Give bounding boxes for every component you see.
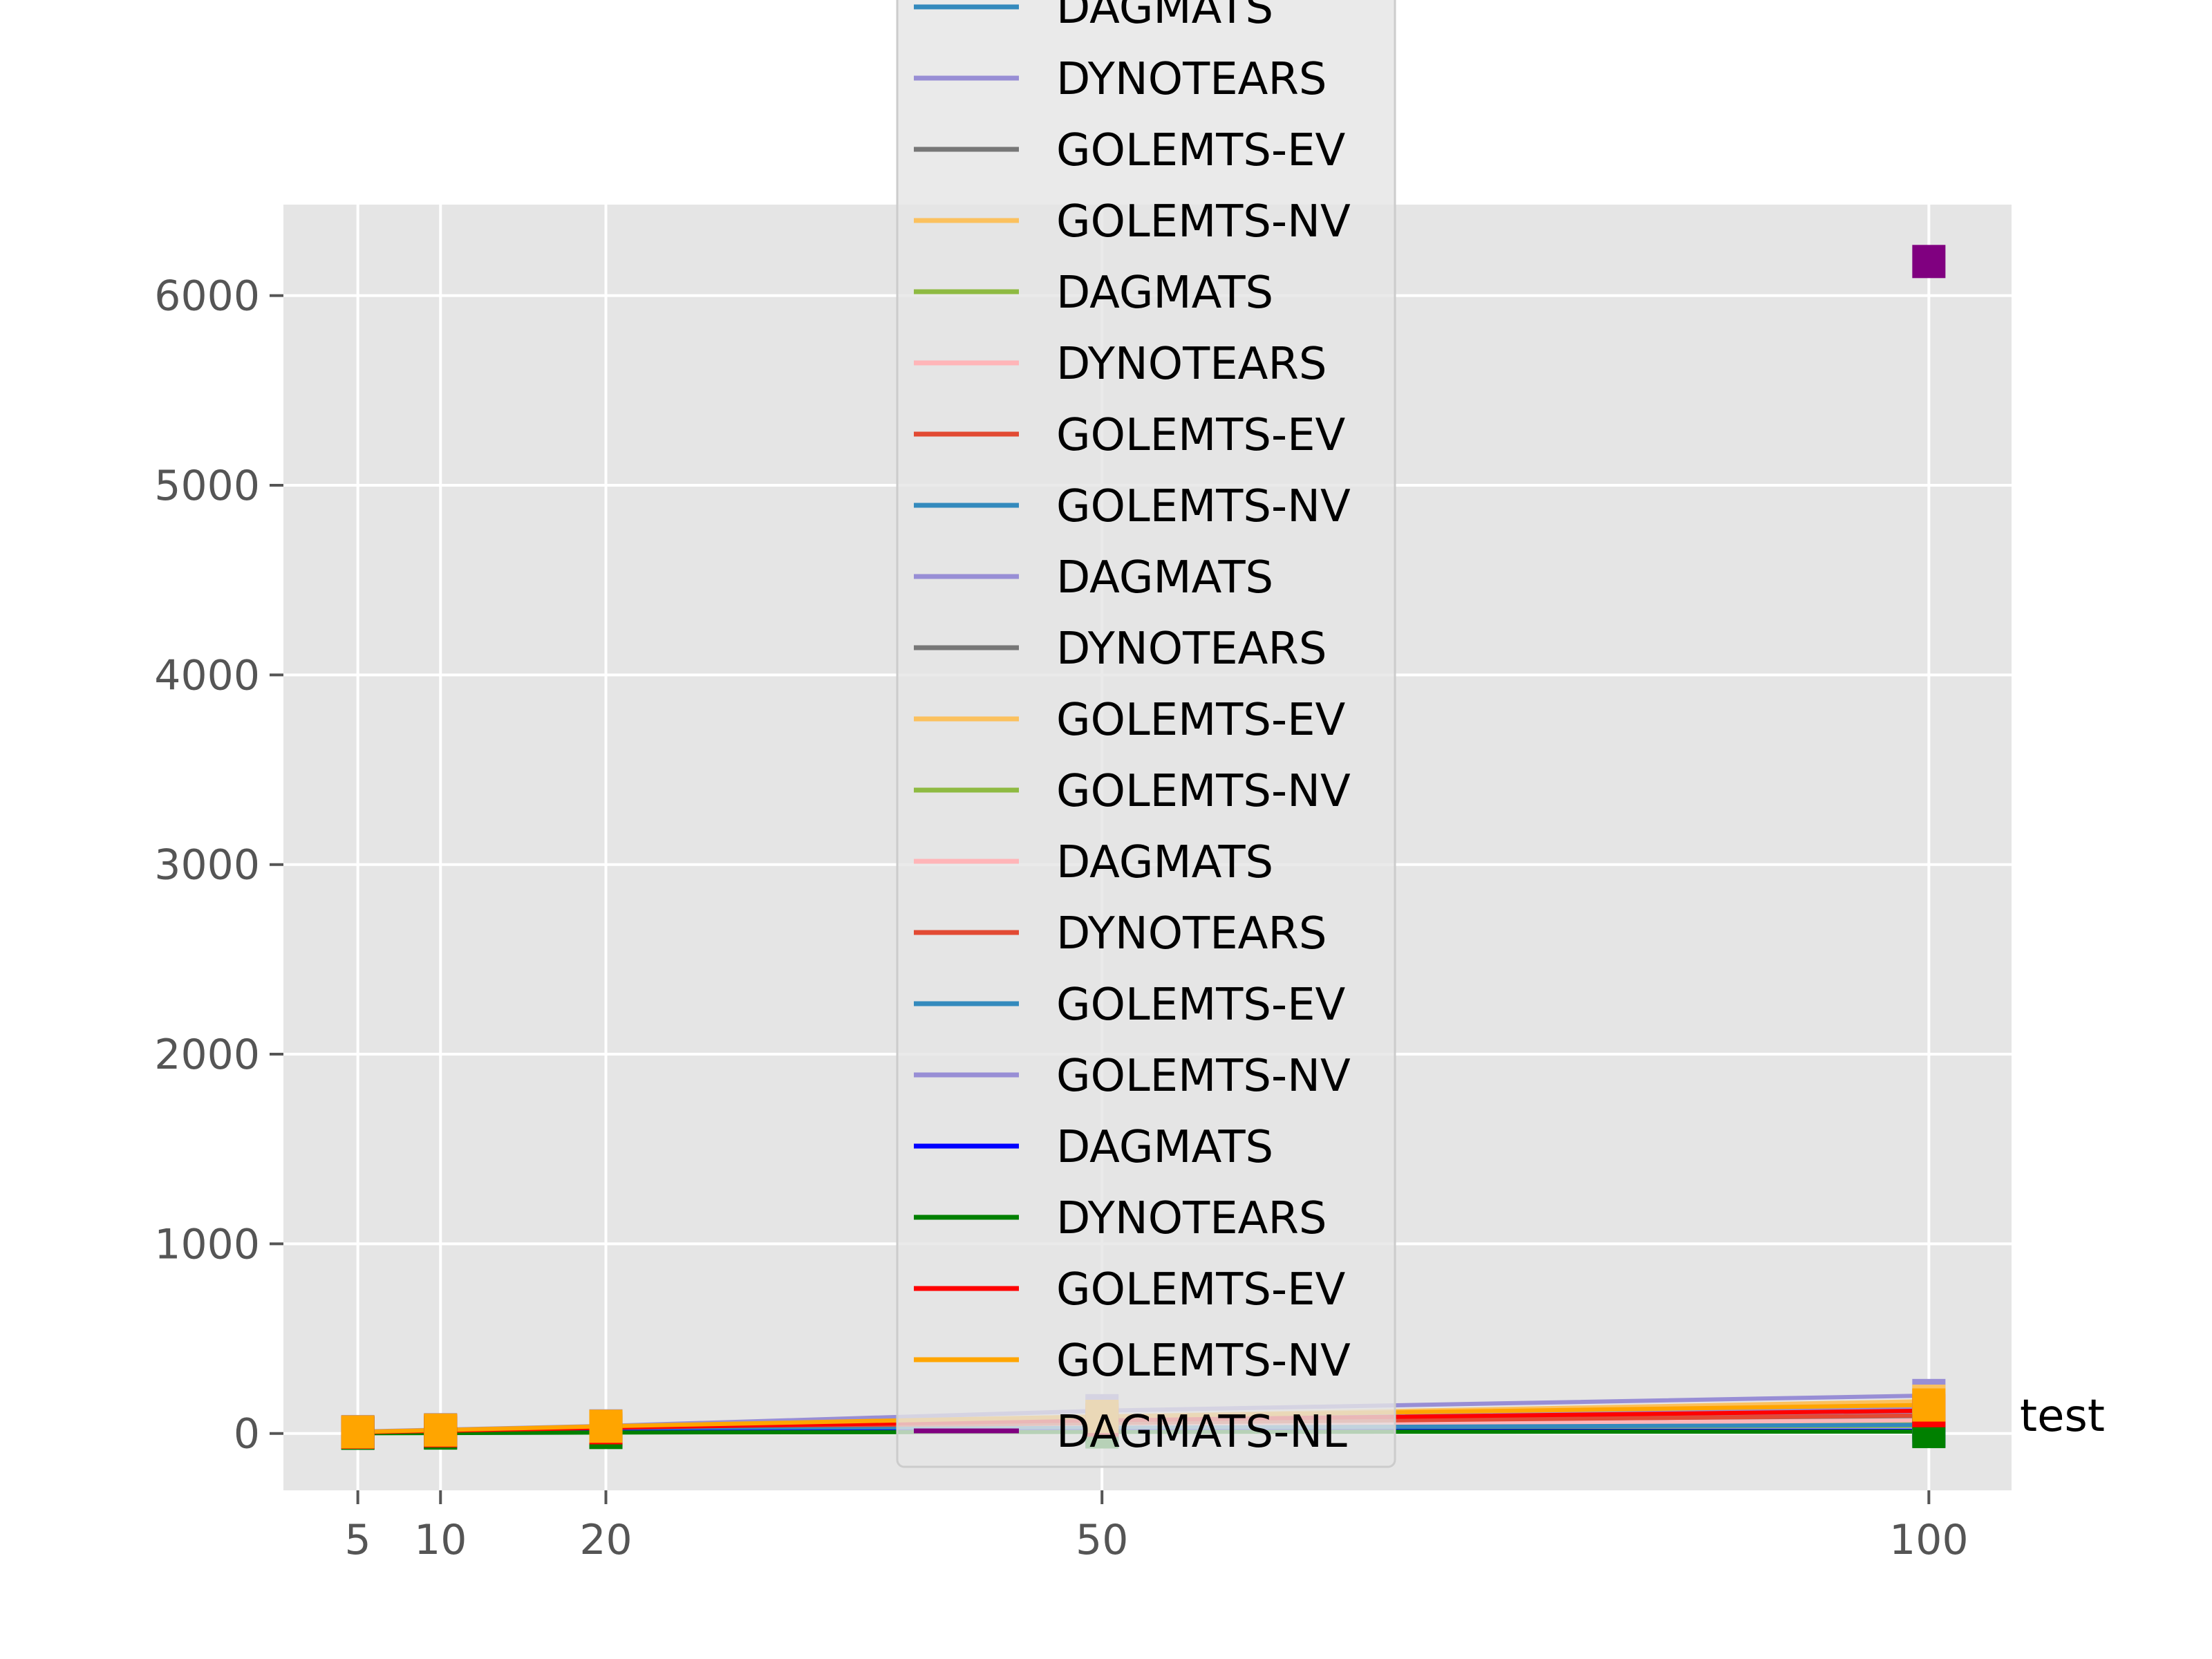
legend-label-1: DAGMATS <box>1056 0 1273 34</box>
annotation-text: test <box>2020 1391 2105 1442</box>
legend-label-4: GOLEMTS-NV <box>1056 196 1351 247</box>
legend-label-2: DYNOTEARS <box>1056 54 1327 105</box>
y-tick-label: 3000 <box>154 841 260 890</box>
y-axis-ticks: 0 1000 2000 3000 4000 5000 6000 <box>154 272 283 1459</box>
legend-items: DAGMATS DYNOTEARS GOLEMTS-EV GOLEMTS-NV DAGM… <box>914 0 1351 1458</box>
data-point-20-2 <box>424 1413 458 1447</box>
x-axis-ticks: 5 10 20 50 100 <box>345 1490 1969 1564</box>
legend-label-10: DYNOTEARS <box>1056 624 1327 675</box>
legend-label-16: GOLEMTS-NV <box>1056 1051 1351 1102</box>
data-point-20-5 <box>1912 1388 1946 1422</box>
legend-label-20: GOLEMTS-NV <box>1056 1335 1351 1387</box>
x-tick-label: 5 <box>345 1516 371 1564</box>
legend-label-12: GOLEMTS-NV <box>1056 766 1351 817</box>
legend-frame <box>896 0 1396 1468</box>
y-tick-label: 1000 <box>154 1220 260 1268</box>
legend-label-8: GOLEMTS-NV <box>1056 481 1351 532</box>
data-point-20-3 <box>589 1409 623 1443</box>
legend-label-18: DYNOTEARS <box>1056 1193 1327 1244</box>
x-tick-label: 20 <box>579 1516 632 1564</box>
data-point-20-1 <box>341 1415 375 1449</box>
x-tick-label: 10 <box>414 1516 467 1564</box>
legend-label-13: DAGMATS <box>1056 837 1273 888</box>
x-tick-label: 100 <box>1889 1516 1969 1564</box>
y-tick-label: 5000 <box>154 462 260 510</box>
x-tick-label: 50 <box>1076 1516 1128 1564</box>
y-tick-label: 4000 <box>154 651 260 700</box>
legend-label-19: GOLEMTS-EV <box>1056 1264 1346 1315</box>
legend-label-6: DYNOTEARS <box>1056 339 1327 390</box>
y-tick-label: 6000 <box>154 272 260 321</box>
data-point-21-5 <box>1912 245 1946 279</box>
legend-label-14: DYNOTEARS <box>1056 908 1327 959</box>
legend-label-3: GOLEMTS-EV <box>1056 125 1346 176</box>
legend: DAGMATS DYNOTEARS GOLEMTS-EV GOLEMTS-NV DAGM… <box>896 0 1396 1468</box>
legend-label-5: DAGMATS <box>1056 268 1273 319</box>
y-tick-label: 2000 <box>154 1031 260 1079</box>
legend-label-11: GOLEMTS-EV <box>1056 695 1346 746</box>
legend-label-9: DAGMATS <box>1056 552 1273 603</box>
y-tick-label: 0 <box>234 1410 260 1459</box>
legend-label-21: DAGMATS-NL <box>1056 1407 1347 1458</box>
legend-label-15: GOLEMTS-EV <box>1056 980 1346 1031</box>
legend-label-7: GOLEMTS-EV <box>1056 410 1346 461</box>
legend-label-17: DAGMATS <box>1056 1122 1273 1173</box>
